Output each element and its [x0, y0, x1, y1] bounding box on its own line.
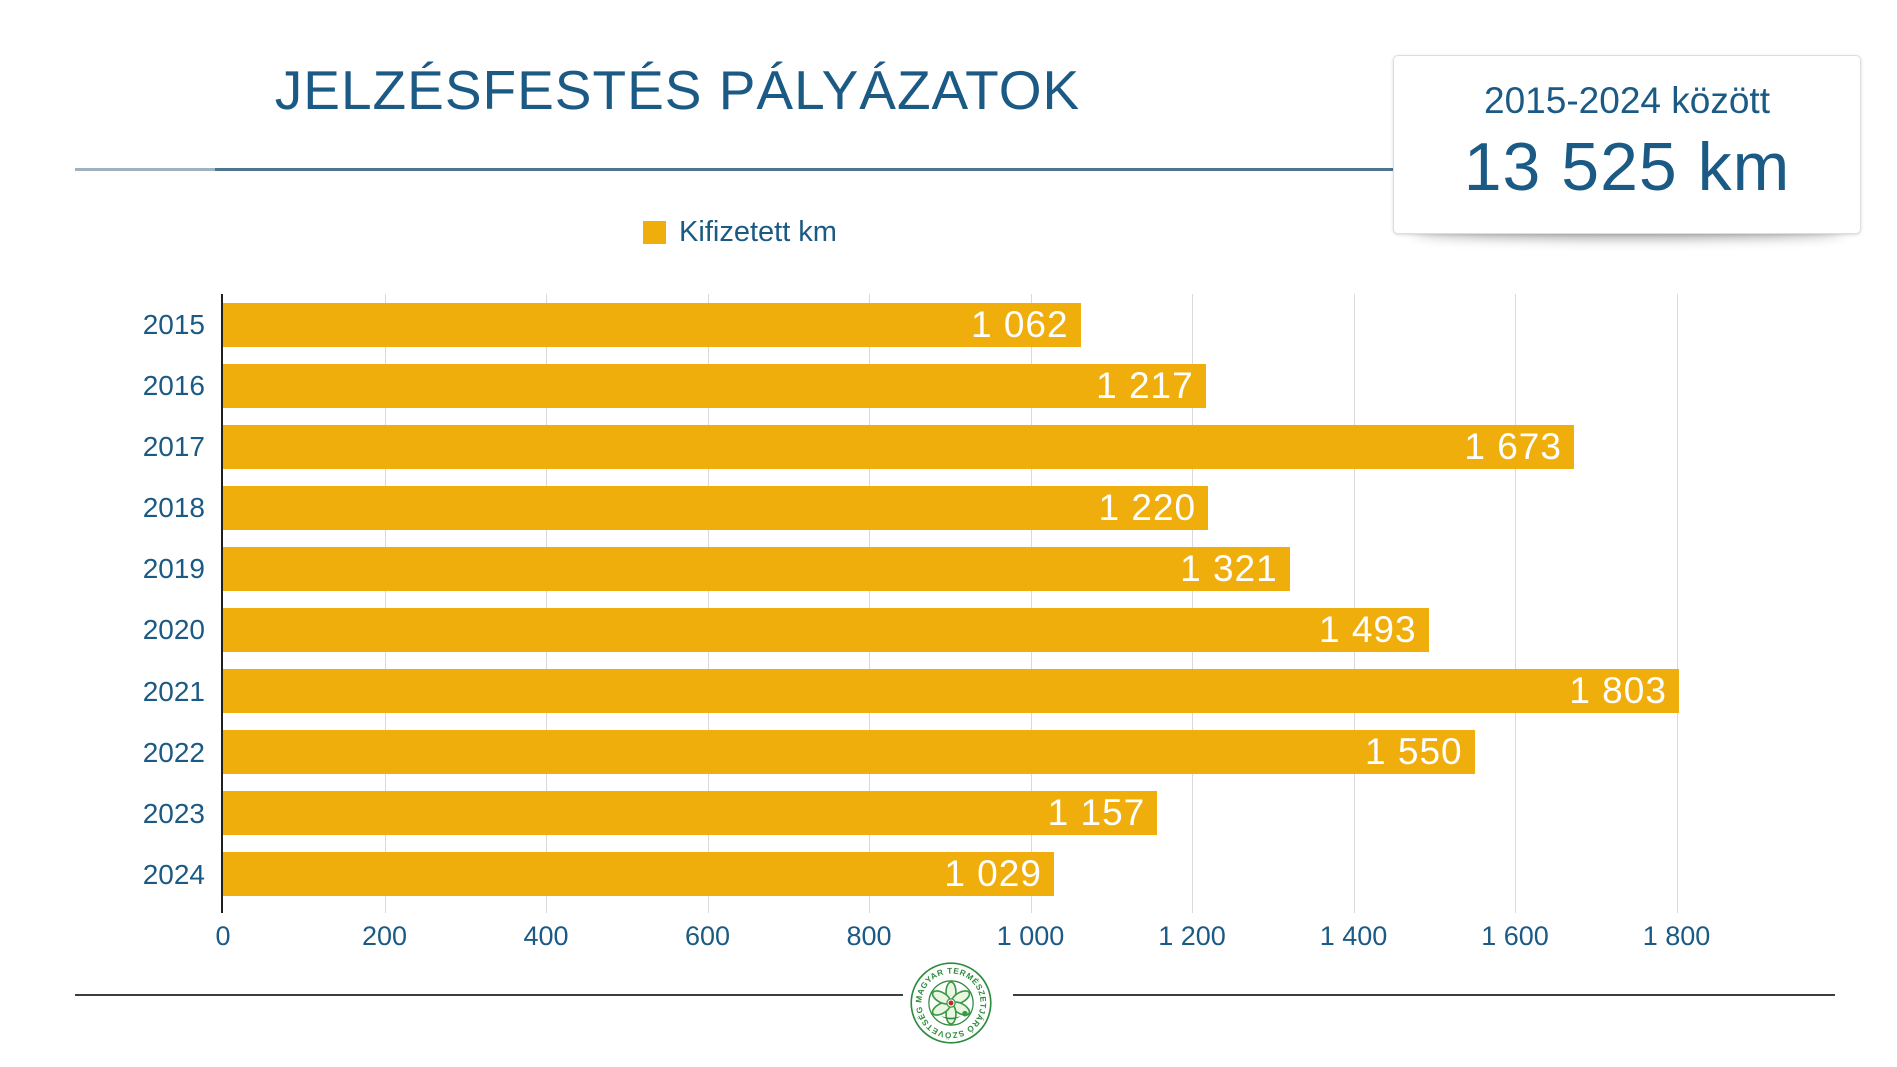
gridline: [384, 294, 386, 913]
bar-row: 1 673: [223, 416, 1683, 477]
y-axis-label: 2017: [142, 431, 205, 463]
bar-row: 1 062: [223, 294, 1683, 355]
y-axis-label: 2018: [142, 492, 205, 524]
bar-value-label: 1 493: [1319, 609, 1417, 651]
y-axis-label: 2024: [142, 858, 205, 890]
bar-row: 1 321: [223, 538, 1683, 599]
bar: 1 217: [223, 363, 1206, 408]
title-underline: [75, 168, 1595, 171]
bar-value-label: 1 803: [1569, 670, 1667, 712]
callout-period: 2015-2024 között: [1484, 80, 1770, 121]
bar: 1 550: [223, 730, 1475, 775]
y-axis-label: 2022: [142, 736, 205, 768]
bar-row: 1 220: [223, 477, 1683, 538]
y-axis-labels: 2015 2016 2017 2018 2019 2020 2021 2022 2023 2024: [0, 294, 205, 905]
x-axis-label: 200: [361, 921, 408, 951]
bar: 1 493: [223, 608, 1429, 653]
x-axis-label: 600: [684, 921, 731, 951]
x-axis-label: 1 600: [1481, 921, 1549, 951]
bar-row: 1 803: [223, 661, 1683, 722]
y-axis-label: 2020: [142, 614, 205, 646]
gridline: [869, 294, 870, 913]
bar-row: 1 029: [223, 844, 1683, 905]
bar-value-label: 1 062: [970, 303, 1069, 345]
legend-label: Kifizetett km: [679, 216, 837, 248]
bar-value-label: 1 550: [1365, 731, 1463, 773]
bar-row: 1 550: [223, 722, 1683, 783]
bar: 1 062: [223, 302, 1081, 347]
chart-legend: Kifizetett km: [0, 216, 1480, 249]
x-axis-label: 1 000: [996, 921, 1065, 951]
footer-divider-right: [1013, 994, 1835, 996]
x-axis-label: 400: [523, 921, 569, 951]
bar-value-label: 1 157: [1047, 792, 1146, 834]
y-axis-label: 2023: [142, 797, 205, 829]
total-callout: 2015-2024 között 13 525 km: [1393, 55, 1861, 234]
bar: 1 673: [223, 424, 1574, 469]
bar: 1 220: [223, 485, 1209, 530]
gridline: [1030, 294, 1032, 913]
plot-area: 1 062 1 217 1 673 1 220 1 321 1 493 1 803 1 550…: [221, 294, 1683, 913]
bar-value-label: 1 217: [1096, 364, 1194, 406]
y-axis-label: 2015: [142, 309, 205, 340]
y-axis-label: 2019: [142, 553, 205, 585]
gridline: [546, 294, 547, 913]
gridline: [1192, 294, 1193, 913]
x-axis-label: 1 200: [1158, 921, 1226, 951]
gridline: [707, 294, 709, 913]
page-title: JELZÉSFESTÉS PÁLYÁZATOK: [274, 59, 1081, 121]
callout-total: 13 525 km: [1463, 129, 1791, 205]
bar-value-label: 1 029: [944, 853, 1042, 895]
bar-value-label: 1 220: [1098, 486, 1197, 528]
gridline: [1515, 294, 1516, 913]
x-axis-label: 0: [215, 921, 231, 951]
bar: 1 157: [223, 791, 1158, 836]
y-axis-line: [221, 294, 223, 913]
bar-row: 1 493: [223, 599, 1683, 660]
gridline: [1676, 294, 1678, 913]
bar-row: 1 217: [223, 355, 1683, 416]
x-axis-label: 1 800: [1642, 921, 1711, 951]
x-axis-labels: 0 200 400 600 800 1 000 1 200 1 400 1 600 1 800: [215, 921, 1710, 957]
gridline: [1353, 294, 1355, 913]
bar-series: 1 062 1 217 1 673 1 220 1 321 1 493 1 803 1 550…: [223, 294, 1683, 905]
bar: 1 321: [223, 546, 1290, 591]
bar: 1 803: [223, 669, 1679, 714]
x-axis-label: 1 400: [1319, 921, 1388, 951]
footer-divider-left: [75, 994, 903, 996]
x-axis-label: 800: [846, 921, 892, 951]
bar-value-label: 1 321: [1180, 547, 1278, 589]
bar-value-label: 1 673: [1464, 425, 1562, 467]
logo-flower-icon: [931, 981, 971, 1025]
bar-row: 1 157: [223, 783, 1683, 844]
y-axis-label: 2016: [142, 370, 205, 402]
legend-swatch-icon: [643, 221, 667, 244]
y-axis-label: 2021: [142, 675, 205, 707]
bar: 1 029: [223, 852, 1054, 897]
mtsz-logo: MAGYAR TERMÉSZETJÁRÓ SZÖVETSÉG: [910, 962, 992, 1044]
